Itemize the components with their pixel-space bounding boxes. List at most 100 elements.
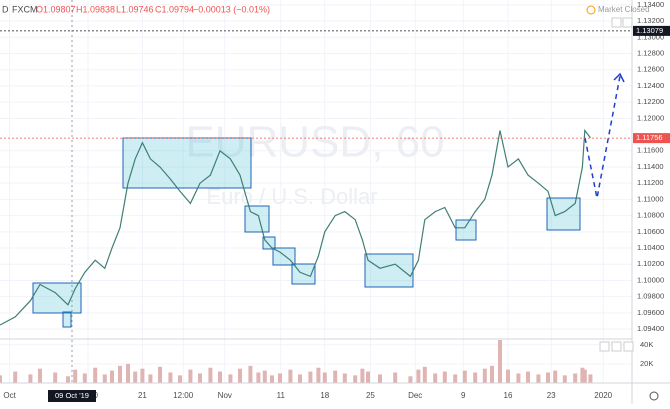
y-tick-label: 1.12200	[637, 97, 664, 106]
rectangle	[244, 205, 270, 233]
header-high: H1.09838	[76, 4, 115, 14]
x-tick-label: 9	[461, 391, 466, 400]
x-tick-label: 2020	[594, 391, 612, 400]
header-source: FXCM	[12, 4, 38, 14]
header-change: −0.00013 (−0.01%)	[193, 4, 270, 14]
scroll-button[interactable]	[611, 17, 622, 28]
volume-bar	[453, 374, 458, 383]
volume-bar	[188, 369, 193, 383]
volume-bar	[148, 374, 153, 383]
y-tick-label: 1.12600	[637, 65, 664, 74]
volume-bar	[322, 372, 327, 383]
volume-bar	[408, 376, 413, 383]
y-tick-label: 1.09600	[637, 308, 664, 317]
y-tick-label: 1.10600	[637, 227, 664, 236]
y-tick-label: 1.09400	[637, 324, 664, 333]
volume-bar	[178, 375, 182, 383]
volume-bar	[573, 373, 578, 383]
price-badge-label: 1.11756	[636, 133, 663, 142]
x-tick-label: Oct	[3, 391, 16, 400]
pane-up-button[interactable]	[599, 341, 610, 352]
volume-bar	[360, 368, 365, 383]
volume-tick-label: 40K	[640, 340, 653, 349]
volume-bar	[13, 371, 18, 383]
volume-bar	[0, 375, 2, 383]
volume-bar	[562, 375, 567, 383]
x-tick-label: 11	[277, 391, 286, 400]
pane-close-button[interactable]	[623, 341, 634, 352]
x-tick-label: 23	[547, 391, 556, 400]
y-tick-label: 1.13200	[637, 16, 664, 25]
volume-bar	[53, 372, 58, 383]
y-tick-label: 1.10400	[637, 243, 664, 252]
volume-bar	[118, 365, 122, 383]
volume-bar	[133, 371, 138, 383]
volume-bar	[516, 373, 521, 383]
x-tick-label: 21	[138, 391, 147, 400]
volume-bar	[546, 372, 550, 383]
crosshair-label: 09 Oct '19	[55, 391, 89, 400]
volume-bar	[482, 368, 487, 383]
volume-bar	[316, 367, 321, 383]
y-tick-label: 1.12000	[637, 113, 664, 122]
pane-maximize-button[interactable]	[611, 341, 622, 352]
volume-bar	[288, 369, 293, 383]
status-icon	[586, 5, 596, 15]
y-tick-label: 1.13000	[637, 32, 664, 41]
volume-bar	[580, 367, 585, 383]
price-line	[0, 128, 591, 326]
x-tick-label: Nov	[218, 391, 232, 400]
volume-bar	[208, 367, 213, 383]
x-tick-label: Dec	[408, 391, 422, 400]
arrow-head	[613, 72, 625, 83]
axis-settings-button[interactable]	[649, 391, 659, 401]
volume-bar	[473, 372, 478, 383]
volume-bar	[102, 374, 107, 383]
rectangle	[364, 253, 414, 288]
volume-bar	[262, 370, 267, 383]
volume-bar	[422, 366, 427, 383]
volume-bar	[366, 371, 370, 383]
price-badge	[633, 133, 670, 144]
rectangle	[272, 247, 296, 266]
volume-bar	[228, 374, 233, 383]
volume-bar	[490, 365, 494, 383]
volume-bar	[442, 371, 447, 383]
rectangle	[62, 311, 72, 328]
y-tick-label: 1.12400	[637, 81, 664, 90]
volume-bar	[38, 368, 42, 383]
volume-bar	[588, 374, 593, 383]
x-tick-label: 12:00	[173, 391, 194, 400]
volume-bar	[526, 371, 530, 383]
x-tick-label: 25	[366, 391, 375, 400]
volume-bar	[28, 374, 33, 383]
volume-bar	[110, 370, 114, 383]
volume-bar	[126, 363, 130, 383]
volume-bar	[198, 373, 202, 383]
price-badge	[633, 25, 670, 36]
rectangle	[455, 219, 477, 241]
y-tick-label: 1.11600	[637, 146, 664, 155]
y-tick-label: 1.13400	[637, 0, 664, 9]
volume-bar	[168, 372, 173, 383]
drawings	[32, 137, 581, 328]
volume-bar	[158, 366, 162, 383]
header-close: C1.09794	[155, 4, 194, 14]
x-tick-label: 16	[504, 391, 513, 400]
volume-bar	[278, 373, 282, 383]
volume-tick-label: 20K	[640, 359, 653, 368]
grid	[0, 0, 632, 383]
crosshair-badge	[48, 390, 96, 402]
y-tick-label: 1.11400	[637, 162, 664, 171]
y-tick-label: 1.11200	[637, 178, 664, 187]
header-open: O1.09807	[36, 4, 76, 14]
header-symbol: D	[2, 4, 9, 14]
projection-arrow	[584, 75, 621, 199]
x-tick-label: 18	[320, 391, 329, 400]
volume-bar	[256, 372, 261, 383]
settings-button[interactable]	[622, 17, 633, 28]
volume-bar	[270, 375, 274, 383]
